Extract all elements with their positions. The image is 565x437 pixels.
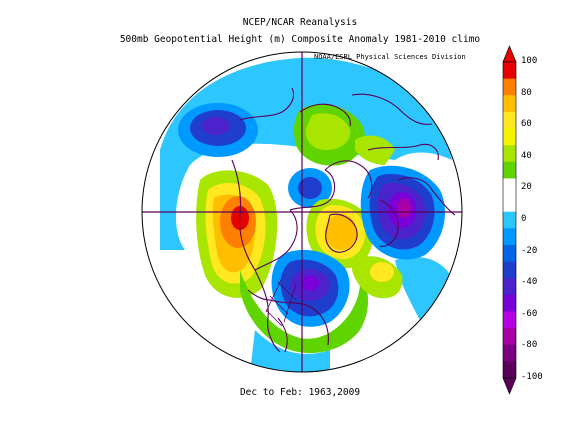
colorbar-tick-label: 40 [521, 150, 532, 161]
title-line-2: 500mb Geopotential Height (m) Composite … [119, 34, 481, 45]
colorbar-swatch [503, 111, 516, 129]
colorbar-swatch [503, 361, 516, 379]
anomaly-field [160, 57, 458, 372]
colorbar-swatch [503, 344, 516, 362]
colorbar-tick-label: -80 [521, 340, 538, 351]
colorbar-swatch [503, 311, 516, 329]
colorbar [502, 45, 517, 395]
colorbar-swatch [503, 261, 516, 279]
colorbar-outline [502, 61, 517, 379]
map-disc-border [141, 51, 463, 373]
colorbar-tick-label: 100 [521, 56, 538, 66]
colorbar-swatch [503, 211, 516, 229]
colorbar-tick-label: 20 [521, 182, 532, 193]
colorbar-tick-label: -60 [521, 308, 538, 319]
colorbar-swatch [503, 128, 516, 146]
colorbar-swatch [503, 62, 516, 79]
colorbar-tick-label: -100 [521, 372, 543, 382]
colorbar-swatch [503, 95, 516, 113]
title-line-1: NCEP/NCAR Reanalysis [242, 17, 358, 28]
colorbar-swatch [503, 244, 516, 262]
colorbar-swatch [503, 195, 516, 212]
colorbar-tick-label: -40 [521, 277, 538, 288]
colorbar-tick-label: -20 [521, 245, 538, 256]
coastlines [231, 87, 456, 353]
credit-text: NOAA/ESRL Physical Sciences Division [314, 53, 466, 61]
colorbar-swatch [503, 294, 516, 312]
colorbar-swatch [503, 228, 516, 246]
colorbar-swatch [503, 145, 516, 163]
colorbar-swatch [503, 78, 516, 96]
colorbar-tick-label: 0 [521, 214, 527, 224]
period-label: Dec to Feb: 1963,2009 [239, 387, 361, 398]
colorbar-swatch [503, 278, 516, 296]
colorbar-tick-label: 80 [521, 87, 532, 98]
colorbar-swatch [503, 328, 516, 346]
graticule-detail [265, 277, 297, 327]
colorbar-swatch [503, 161, 516, 179]
colorbar-top-arrow [502, 45, 517, 63]
colorbar-swatch [503, 178, 516, 196]
colorbar-tick-label: 60 [521, 119, 532, 130]
